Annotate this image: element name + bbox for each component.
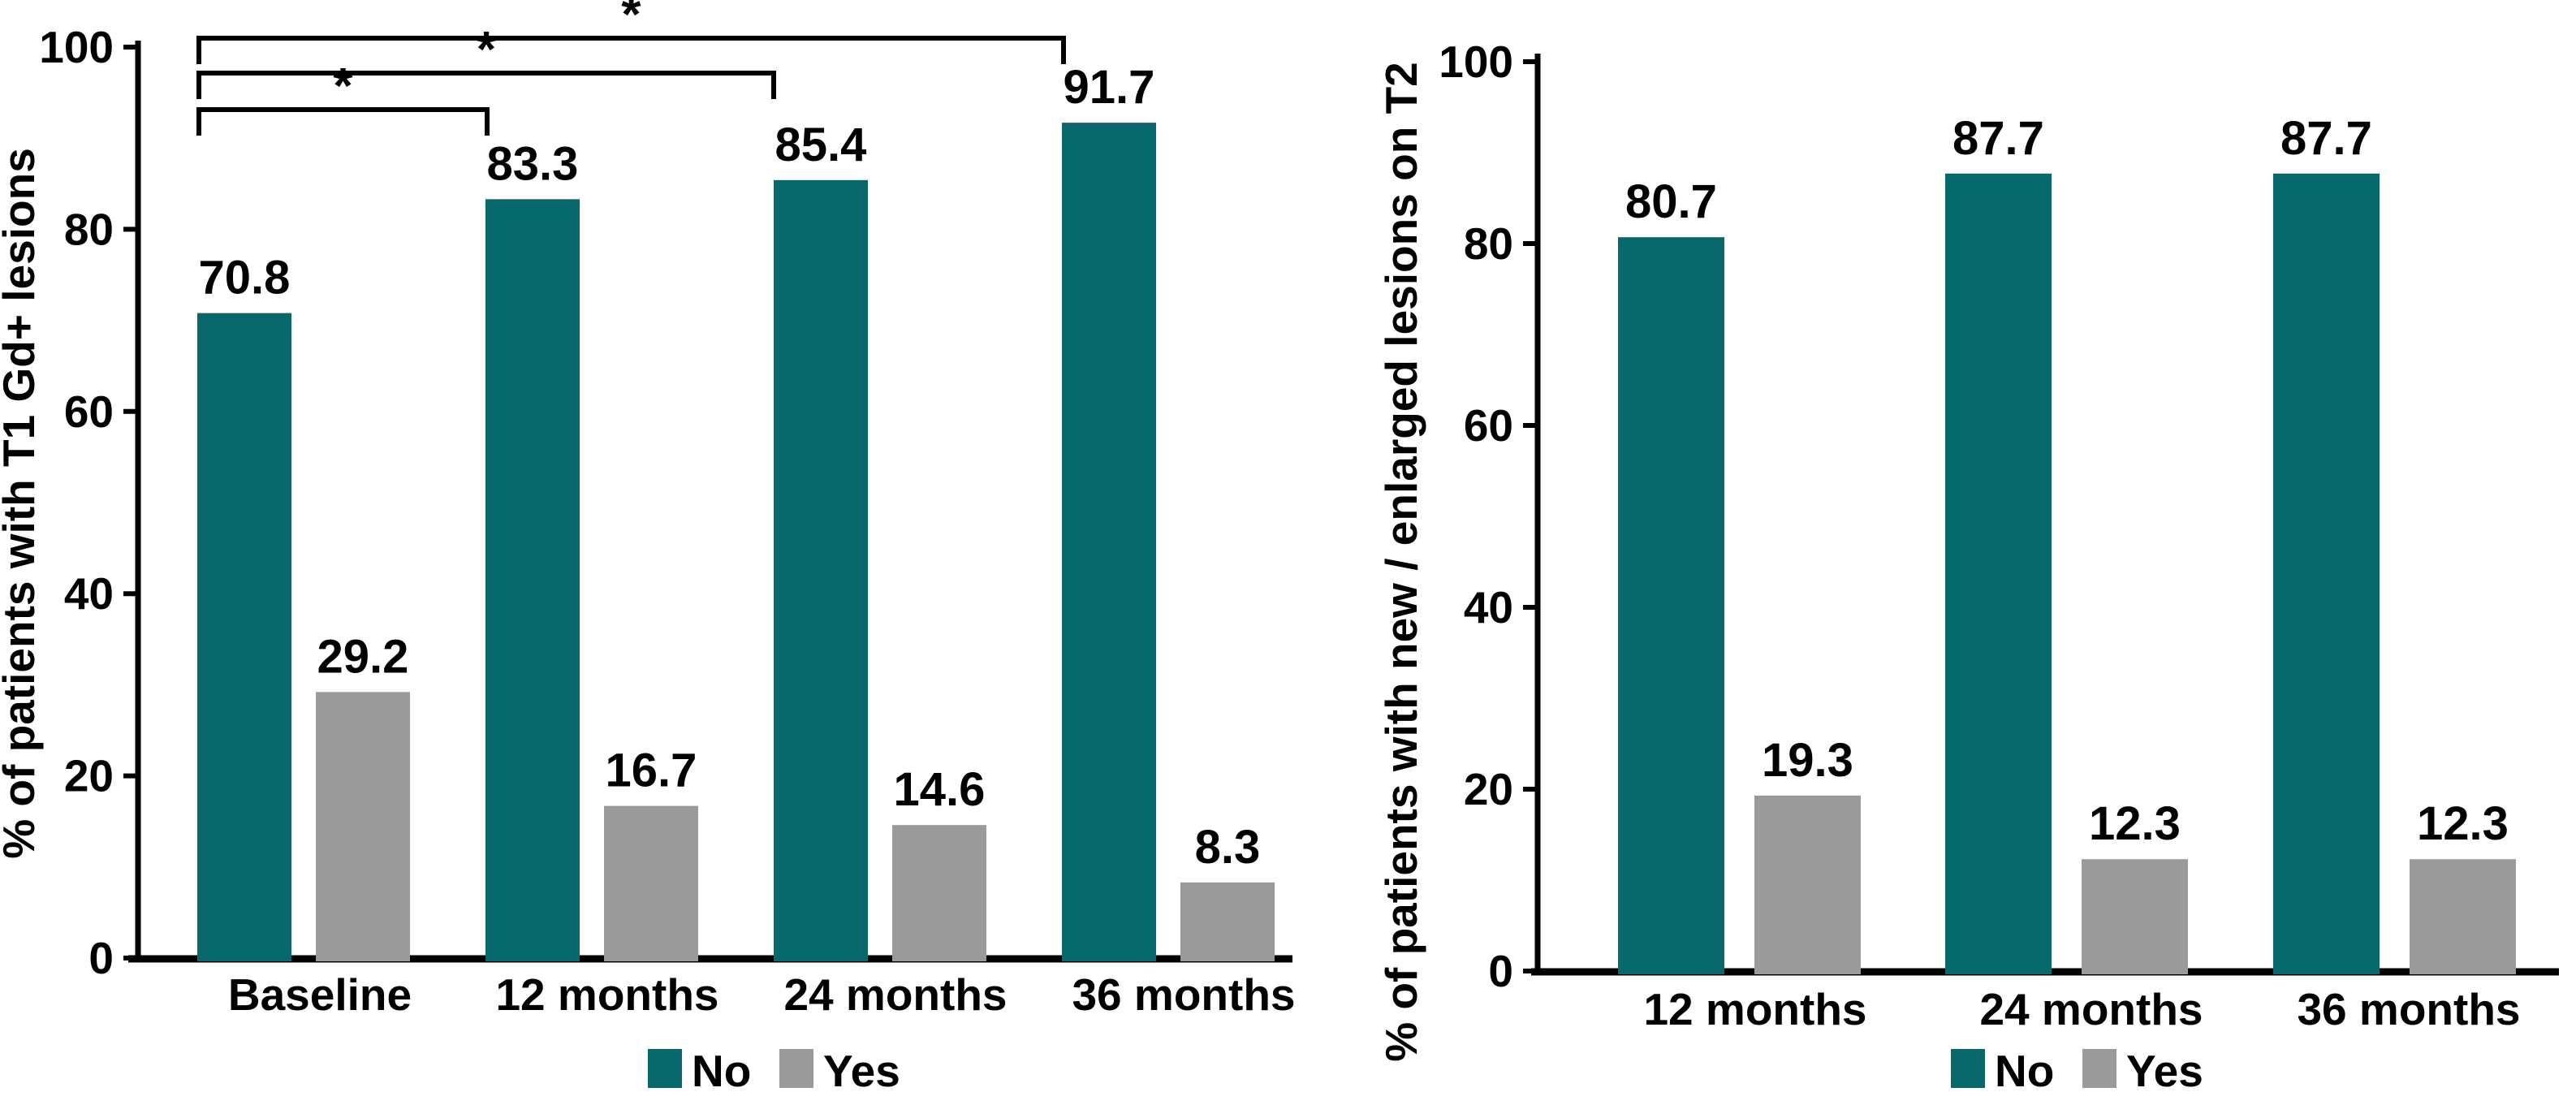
x-category-label: 12 months: [495, 969, 718, 1020]
bar-no-36-months: [1062, 123, 1156, 962]
bar-no-24-months: [774, 179, 868, 961]
bar-value-label: 70.8: [199, 252, 291, 304]
y-axis-title: % of patients with new / enlarged lesion…: [1376, 62, 1426, 1062]
legend-label-no: No: [1995, 1046, 2054, 1096]
bar-yes-12-months: [1754, 795, 1861, 974]
bar-value-label: 85.4: [775, 119, 867, 171]
significance-bracket-baseline-to-36-months: [196, 36, 1066, 64]
y-axis-tick-label: 20: [64, 751, 114, 801]
bar-no-12-months: [1618, 237, 1724, 974]
y-axis-title: % of patients with T1 Gd+ lesions: [0, 148, 44, 859]
legend-swatch-yes: [779, 1049, 813, 1088]
chart-t2-new-enlarged-lesions: % of patients with new / enlarged lesion…: [1376, 37, 2559, 1096]
bar-no-24-months: [1945, 173, 2052, 974]
y-axis-tick-label: 20: [1464, 764, 1513, 814]
legend-label-yes: Yes: [823, 1046, 900, 1096]
x-category-label: 36 months: [2297, 984, 2520, 1034]
legend-label-yes: Yes: [2126, 1046, 2203, 1096]
x-category-label: 24 months: [783, 969, 1007, 1020]
significance-asterisk: *: [477, 22, 497, 78]
bar-value-label: 29.2: [317, 630, 409, 683]
bar-no-12-months: [485, 199, 580, 961]
bar-value-label: 87.7: [2280, 112, 2372, 165]
bar-value-label: 91.7: [1064, 61, 1155, 114]
y-axis-tick-label: 100: [39, 22, 114, 72]
y-axis-tick-label: 0: [1488, 946, 1513, 996]
bar-value-label: 87.7: [1952, 112, 2044, 165]
bar-yes-36-months: [1180, 882, 1275, 961]
bar-no-baseline: [197, 313, 291, 961]
y-axis-tick-label: 80: [1464, 218, 1513, 269]
legend-swatch-no: [648, 1049, 682, 1088]
bar-yes-baseline: [316, 692, 410, 961]
y-axis-tick-label: 0: [88, 933, 114, 983]
bar-yes-24-months: [892, 825, 986, 961]
chart-t1-gd-lesions: % of patients with T1 Gd+ lesions 0 20 40 60…: [0, 0, 1296, 1096]
bar-value-label: 83.3: [487, 137, 579, 190]
y-axis-tick-label: 40: [1464, 582, 1513, 632]
y-axis-tick-label: 100: [1439, 37, 1513, 87]
legend-label-no: No: [692, 1046, 751, 1096]
y-axis-tick-label: 60: [1464, 400, 1513, 451]
bar-yes-36-months: [2410, 859, 2516, 974]
x-category-label: 12 months: [1643, 984, 1866, 1034]
bar-value-label: 12.3: [2417, 797, 2509, 850]
legend-swatch-no: [1951, 1049, 1985, 1088]
bar-value-label: 12.3: [2089, 797, 2181, 850]
legend: No Yes: [648, 1046, 900, 1096]
bar-value-label: 19.3: [1762, 734, 1853, 787]
legend: No Yes: [1951, 1046, 2203, 1096]
y-axis-tick-label: 40: [64, 568, 114, 619]
x-category-label: Baseline: [228, 969, 412, 1020]
significance-bracket-baseline-to-12-months: [196, 107, 490, 136]
significance-asterisk: *: [621, 0, 641, 43]
y-axis-tick-label: 80: [64, 204, 114, 254]
legend-swatch-yes: [2082, 1049, 2116, 1088]
y-axis-tick-label: 60: [64, 386, 114, 437]
x-category-label: 36 months: [1072, 969, 1295, 1020]
bar-value-label: 16.7: [606, 745, 697, 797]
significance-asterisk: *: [333, 58, 353, 114]
bar-value-label: 80.7: [1625, 175, 1717, 228]
significance-bracket-baseline-to-24-months: [196, 71, 776, 99]
bar-yes-12-months: [604, 805, 698, 961]
bar-value-label: 8.3: [1195, 821, 1261, 874]
bar-no-36-months: [2273, 173, 2380, 974]
bar-yes-24-months: [2082, 859, 2188, 974]
bar-value-label: 14.6: [894, 763, 986, 816]
x-category-label: 24 months: [1979, 984, 2203, 1034]
